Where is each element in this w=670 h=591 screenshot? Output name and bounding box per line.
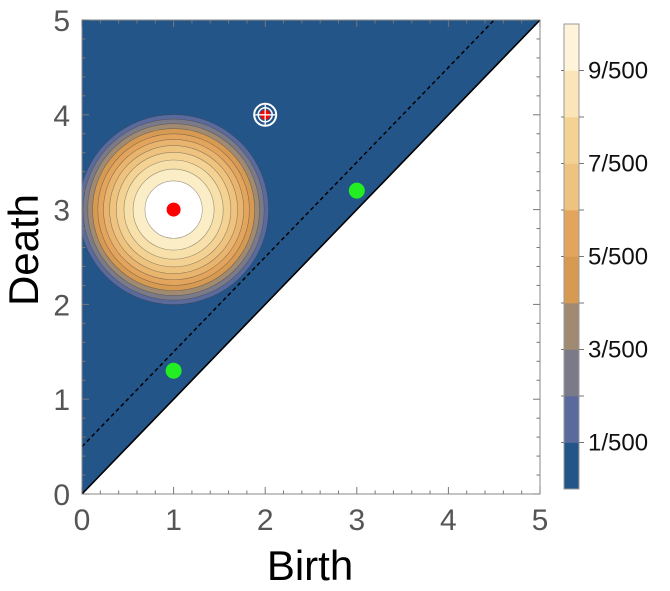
colorbar-band	[564, 256, 579, 304]
red-point	[166, 202, 181, 217]
colorbar-label: 1/500	[588, 430, 648, 457]
y-tick-label: 0	[53, 479, 70, 512]
axes: 0 1 2 3 4 5 0 1 2 3 4 5	[53, 5, 548, 537]
x-tick-label: 3	[348, 504, 365, 537]
y-axis-label: Death	[0, 194, 47, 306]
red-target-point	[253, 102, 278, 127]
x-tick-label: 2	[257, 504, 274, 537]
y-tick-label: 5	[53, 5, 70, 38]
plot-frame	[81, 19, 541, 495]
y-tick-label: 1	[53, 384, 70, 417]
x-tick-label: 5	[532, 504, 549, 537]
x-axis-label: Birth	[267, 542, 353, 589]
colorbar-band	[564, 70, 579, 118]
dashed-offset-line	[81, 19, 495, 448]
y-tick-label: 4	[53, 100, 70, 133]
green-point	[165, 362, 182, 379]
colorbar-label: 3/500	[588, 337, 648, 364]
points	[165, 102, 365, 379]
plot-area	[81, 19, 541, 495]
y-tick-label: 2	[53, 289, 70, 322]
green-point	[348, 182, 365, 199]
x-tick-label: 4	[440, 504, 457, 537]
colorbar-band	[564, 349, 579, 397]
colorbar-band	[564, 210, 579, 257]
colorbar-band	[564, 303, 579, 350]
x-tick-label: 1	[165, 504, 182, 537]
colorbar-band	[564, 442, 579, 490]
colorbar-label: 9/500	[588, 58, 648, 85]
colorbar-label: 5/500	[588, 244, 648, 271]
x-tick-label: 0	[74, 504, 91, 537]
colorbar-band	[564, 396, 579, 443]
colorbar-band	[564, 117, 579, 164]
colorbar: 1/500 3/500 5/500 7/500 9/500	[561, 23, 648, 490]
colorbar-label: 7/500	[588, 151, 648, 178]
y-tick-label: 3	[53, 195, 70, 228]
colorbar-band	[564, 163, 579, 211]
colorbar-band	[564, 24, 579, 71]
diagonal-line	[81, 19, 541, 495]
